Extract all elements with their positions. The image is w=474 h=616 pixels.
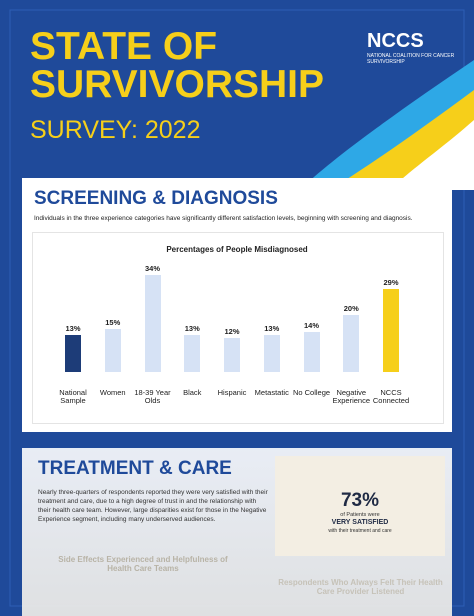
bar bbox=[383, 289, 399, 372]
bar bbox=[303, 332, 320, 372]
x-tick-label: National Sample bbox=[59, 388, 87, 405]
badge-value: 73% bbox=[340, 490, 380, 511]
badge-line2: VERY SATISFIED bbox=[331, 519, 389, 526]
bar bbox=[144, 275, 161, 372]
value-label: 13% bbox=[184, 323, 200, 333]
badge-line1: of Patients were bbox=[340, 512, 380, 518]
x-tick-label: Hispanic bbox=[217, 388, 247, 397]
sub-1: Side Effects Experienced and Helpfulness… bbox=[58, 555, 228, 573]
value-label: 15% bbox=[105, 318, 121, 328]
paragraph: Nearly three-quarters of respondents rep… bbox=[38, 489, 268, 523]
x-tick-label: Women bbox=[99, 388, 126, 397]
x-tick-label: Black bbox=[183, 388, 202, 397]
bar bbox=[104, 329, 121, 372]
sub-2: Respondents Who Always Felt Their Health… bbox=[278, 578, 443, 596]
value-label: 34% bbox=[144, 264, 160, 274]
value-label: 12% bbox=[224, 326, 240, 336]
bar bbox=[65, 334, 81, 372]
subtitle: SURVEY: 2022 bbox=[30, 116, 201, 144]
bar bbox=[343, 315, 360, 372]
chart-title: Percentages of People Misdiagnosed bbox=[166, 245, 308, 254]
x-tick-label: 18-39 Year Olds bbox=[134, 388, 171, 405]
heading-1: SCREENING & DIAGNOSIS bbox=[34, 188, 278, 209]
logo-sub: NATIONAL COALITION FOR CANCER SURVIVORSH… bbox=[367, 53, 455, 65]
bar bbox=[224, 337, 240, 372]
title-1: STATE OF bbox=[30, 25, 218, 68]
heading-2: TREATMENT & CARE bbox=[38, 458, 232, 479]
bar bbox=[263, 334, 280, 372]
badge-line3: with their treatment and care bbox=[328, 528, 392, 534]
x-tick-label: No College bbox=[292, 388, 331, 397]
card-1 bbox=[22, 178, 452, 432]
title-2: SURVIVORSHIP bbox=[30, 63, 325, 106]
value-label: 13% bbox=[65, 323, 81, 333]
value-label: 29% bbox=[383, 278, 399, 288]
logo: NCCS bbox=[367, 30, 424, 52]
x-tick-label: NCCS Connected bbox=[372, 388, 410, 405]
value-label: 13% bbox=[264, 323, 280, 333]
badge-bg bbox=[275, 456, 445, 556]
x-tick-label: Negative Experience bbox=[332, 388, 371, 405]
value-label: 14% bbox=[303, 321, 319, 331]
bar bbox=[184, 334, 201, 372]
chart-box bbox=[32, 232, 444, 424]
x-tick-label: Metastatic bbox=[254, 388, 289, 397]
value-label: 20% bbox=[343, 304, 359, 313]
description: Individuals in the three experience cate… bbox=[34, 215, 413, 222]
